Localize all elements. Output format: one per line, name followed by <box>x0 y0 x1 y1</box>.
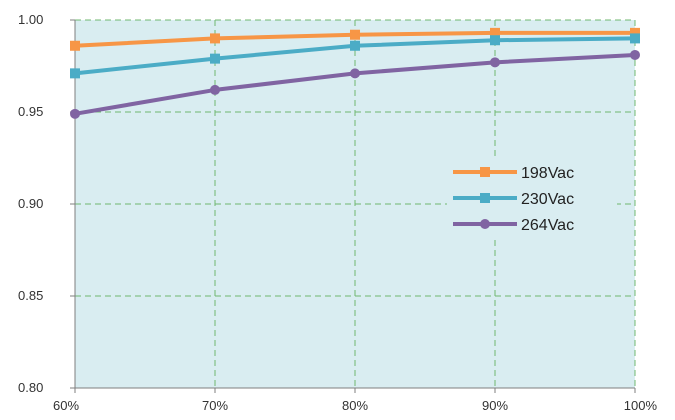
data-point-230Vac <box>350 40 360 51</box>
y-tick-label: 0.80 <box>18 380 43 395</box>
legend-marker-230Vac <box>480 193 490 203</box>
x-tick-label: 90% <box>482 398 508 413</box>
data-point-264Vac <box>70 108 80 119</box>
data-point-230Vac <box>70 68 80 79</box>
data-point-198Vac <box>630 27 640 38</box>
y-tick-label: 0.85 <box>18 288 43 303</box>
x-tick-label: 80% <box>342 398 368 413</box>
data-point-198Vac <box>490 27 500 38</box>
data-point-230Vac <box>490 35 500 46</box>
x-axis-ticks: 60% 70% 80% 90% 100% <box>53 388 657 413</box>
legend-label-198Vac: 198Vac <box>521 165 574 182</box>
data-point-230Vac <box>210 53 220 64</box>
y-tick-label: 1.00 <box>18 12 43 27</box>
legend-label-264Vac: 264Vac <box>521 217 574 234</box>
series-group <box>70 27 640 119</box>
data-point-264Vac <box>350 68 360 79</box>
legend: 198Vac 230Vac 264Vac <box>447 158 617 240</box>
data-point-264Vac <box>630 49 640 60</box>
y-axis-ticks: 0.80 0.85 0.90 0.95 1.00 <box>18 12 75 395</box>
legend-marker-198Vac <box>480 167 490 177</box>
data-point-230Vac <box>630 33 640 44</box>
data-point-198Vac <box>350 29 360 40</box>
x-tick-label: 60% <box>53 398 79 413</box>
y-tick-label: 0.90 <box>18 196 43 211</box>
data-point-198Vac <box>70 40 80 51</box>
legend-label-230Vac: 230Vac <box>521 191 574 208</box>
x-tick-label: 100% <box>624 398 658 413</box>
x-tick-label: 70% <box>202 398 228 413</box>
data-point-264Vac <box>490 57 500 68</box>
data-point-264Vac <box>210 84 220 95</box>
legend-marker-264Vac <box>480 219 490 229</box>
data-point-198Vac <box>210 33 220 44</box>
y-tick-label: 0.95 <box>18 104 43 119</box>
gridlines <box>75 19 636 388</box>
